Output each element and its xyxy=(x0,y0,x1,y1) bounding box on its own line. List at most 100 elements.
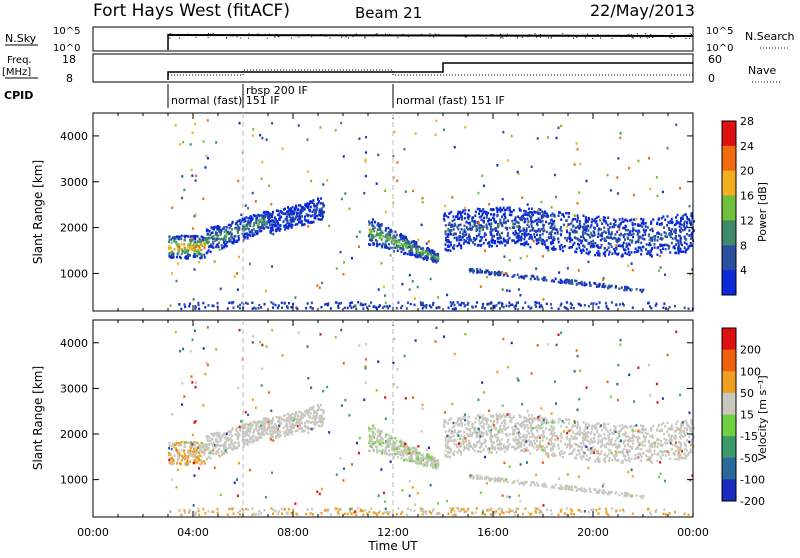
echo-cell xyxy=(550,226,552,229)
echo-cell xyxy=(486,225,488,228)
echo-cell xyxy=(291,221,293,224)
echo-cell xyxy=(548,442,550,445)
echo-cell xyxy=(511,303,513,306)
echo-cell xyxy=(258,304,260,307)
echo-cell xyxy=(663,226,665,229)
echo-cell xyxy=(372,425,374,428)
nsky-dot xyxy=(237,36,238,37)
nsky-dot xyxy=(690,35,691,36)
echo-cell xyxy=(478,224,480,227)
echo-cell xyxy=(577,432,579,435)
echo-cell xyxy=(524,301,526,304)
echo-cell xyxy=(553,220,555,223)
echo-cell xyxy=(316,421,318,424)
echo-cell xyxy=(684,307,686,310)
echo-cell xyxy=(572,243,574,246)
echo-cell xyxy=(339,251,341,254)
echo-cell xyxy=(505,272,507,275)
echo-cell xyxy=(627,248,629,251)
echo-cell xyxy=(180,308,182,311)
echo-cell xyxy=(464,126,466,129)
echo-cell xyxy=(499,301,501,304)
echo-cell xyxy=(644,231,646,234)
echo-cell xyxy=(204,306,206,309)
echo-cell xyxy=(500,272,502,275)
echo-cell xyxy=(584,232,586,235)
echo-cell xyxy=(530,430,532,433)
echo-cell xyxy=(611,301,613,304)
echo-cell xyxy=(663,450,665,453)
y-tick-label: 2000 xyxy=(60,222,88,235)
echo-cell xyxy=(394,247,396,250)
echo-cell xyxy=(234,227,236,230)
echo-cell xyxy=(682,215,684,218)
echo-cell xyxy=(496,421,498,424)
echo-cell xyxy=(232,427,234,430)
echo-cell xyxy=(237,224,239,227)
echo-cell xyxy=(554,232,556,235)
freq-trace xyxy=(168,63,693,80)
echo-cell xyxy=(684,241,686,244)
nsky-dot xyxy=(466,37,467,38)
echo-cell xyxy=(581,281,583,284)
echo-cell xyxy=(607,287,609,290)
echo-cell xyxy=(271,219,273,222)
echo-cell xyxy=(507,441,509,444)
echo-cell xyxy=(416,451,418,454)
nsky-dot xyxy=(517,38,518,39)
echo-cell xyxy=(473,270,475,273)
echo-cell xyxy=(285,225,287,228)
echo-cell xyxy=(294,415,296,418)
echo-cell xyxy=(404,236,406,239)
echo-cell xyxy=(548,236,550,239)
echo-cell xyxy=(300,428,302,431)
echo-cell xyxy=(237,431,239,434)
echo-cell xyxy=(322,419,324,422)
echo-cell xyxy=(389,435,391,438)
echo-cell xyxy=(502,198,504,201)
echo-cell xyxy=(642,441,644,444)
echo-cell xyxy=(374,227,376,230)
echo-cell xyxy=(671,228,673,231)
echo-cell xyxy=(539,239,541,242)
echo-cell xyxy=(490,301,492,304)
echo-cell xyxy=(669,251,671,254)
echo-cell xyxy=(417,286,419,289)
echo-cell xyxy=(234,275,236,278)
echo-cell xyxy=(624,252,626,255)
echo-cell xyxy=(580,249,582,252)
echo-cell xyxy=(594,460,596,463)
echo-cell xyxy=(514,242,516,245)
velocity-data-layer xyxy=(168,326,695,516)
power-data-layer xyxy=(168,119,695,310)
echo-cell xyxy=(596,217,598,220)
date-title: 22/May/2013 xyxy=(590,1,695,20)
echo-cell xyxy=(257,307,259,310)
echo-cell xyxy=(593,219,595,222)
echo-cell xyxy=(526,255,528,258)
echo-cell xyxy=(594,227,596,230)
echo-cell xyxy=(515,230,517,233)
echo-cell xyxy=(486,276,488,279)
echo-cell xyxy=(484,439,486,442)
echo-cell xyxy=(202,302,204,305)
echo-cell xyxy=(437,254,439,256)
echo-cell xyxy=(477,208,479,211)
echo-cell xyxy=(461,302,463,305)
echo-cell xyxy=(175,124,177,127)
echo-cell xyxy=(587,233,589,236)
echo-cell xyxy=(585,283,587,286)
echo-cell xyxy=(427,459,429,462)
echo-cell xyxy=(608,439,610,442)
echo-cell xyxy=(483,423,485,426)
echo-cell xyxy=(687,245,689,248)
echo-cell xyxy=(632,306,634,309)
echo-cell xyxy=(490,208,492,211)
echo-cell xyxy=(228,430,230,433)
echo-cell xyxy=(221,450,223,453)
echo-cell xyxy=(232,307,234,310)
echo-cell xyxy=(641,237,643,240)
echo-cell xyxy=(539,419,541,422)
echo-cell xyxy=(271,265,273,268)
echo-cell xyxy=(502,225,504,228)
